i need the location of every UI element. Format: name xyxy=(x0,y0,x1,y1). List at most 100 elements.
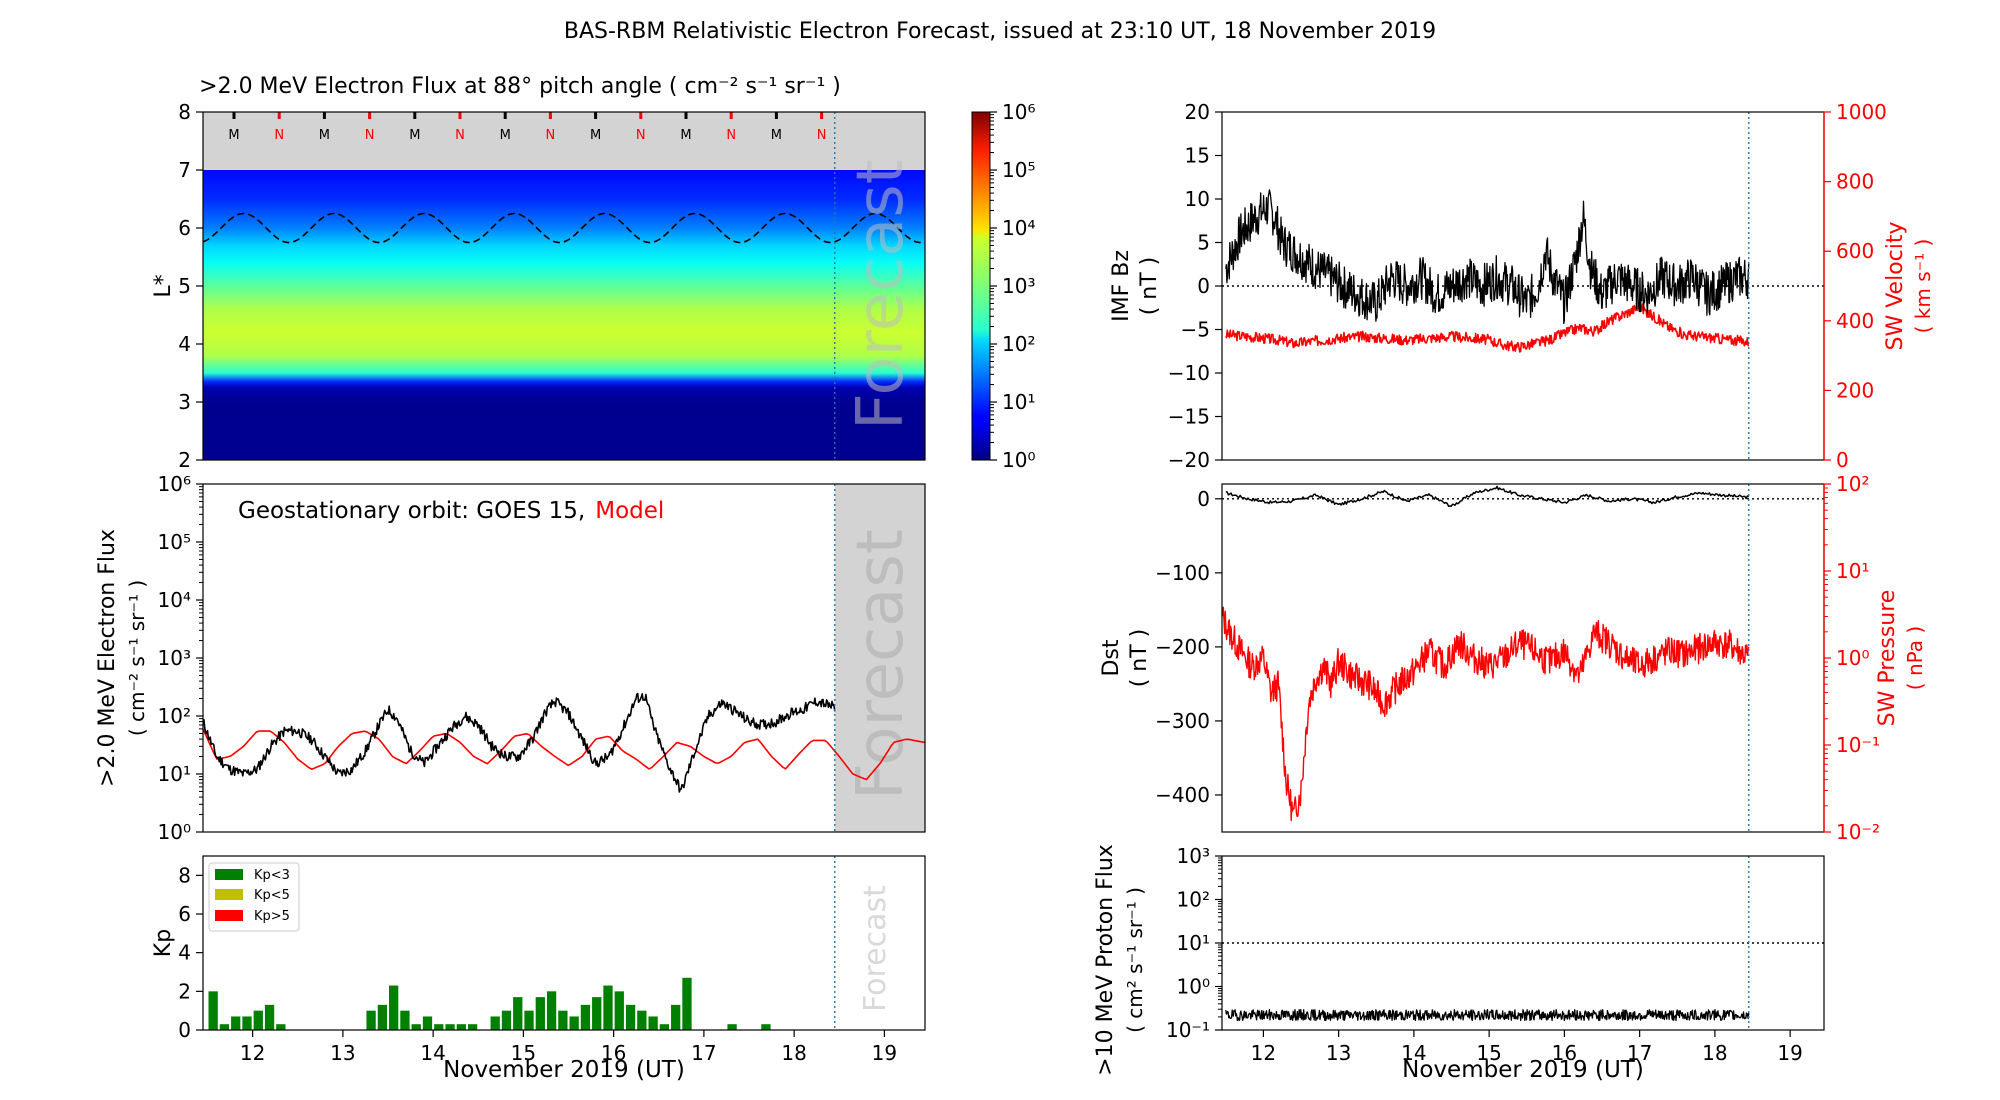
geo-annotation-obs: Geostationary orbit: GOES 15, xyxy=(238,498,585,524)
proton-series xyxy=(1225,1009,1750,1022)
y-tick-label: 10⁴ xyxy=(1002,216,1035,240)
heatmap-forecast-label: Forecast xyxy=(844,159,918,430)
x-tick-label: 17 xyxy=(1627,1041,1652,1065)
colorbar-axis: 10⁰ 10¹ 10² 10³ 10⁴ 10⁵ 10⁶ xyxy=(990,100,1035,472)
y-tick-label: 10⁰ xyxy=(1002,448,1035,472)
kp-bar xyxy=(400,1010,410,1030)
y-tick-label: 0 xyxy=(1197,274,1210,298)
y-tick-label: 7 xyxy=(178,158,191,182)
proton-yaxis: 10⁻¹ 10⁰ 10¹ 10² 10³ xyxy=(1166,844,1222,1042)
geo-ylabel-units: ( cm⁻² s⁻¹ sr⁻¹ ) xyxy=(125,580,149,736)
right-xlabel: November 2019 (UT) xyxy=(1402,1057,1644,1083)
kp-bar xyxy=(671,1004,681,1030)
left-xlabel: November 2019 (UT) xyxy=(443,1057,685,1083)
heatmap-ylabel: L* xyxy=(151,274,176,297)
swp-ylabel: SW Pressure xyxy=(1875,590,1900,727)
x-tick-label: 16 xyxy=(1552,1041,1577,1065)
kp-bar xyxy=(208,991,218,1030)
forecast-shade xyxy=(834,484,925,832)
kp-bar xyxy=(434,1024,444,1030)
x-tick-label: 17 xyxy=(691,1041,716,1065)
y-tick-label: 5 xyxy=(178,274,191,298)
y-tick-label: 10³ xyxy=(1002,274,1035,298)
dst-series xyxy=(1221,485,1750,822)
swp-ylabel-units: ( nPa ) xyxy=(1903,626,1927,690)
y-tick-label: 200 xyxy=(1836,378,1874,402)
kp-bars xyxy=(208,977,771,1030)
y-tick-label: 2 xyxy=(178,979,191,1003)
kp-bar xyxy=(761,1024,771,1030)
swv-ylabel-units: ( km s⁻¹ ) xyxy=(1911,239,1935,334)
y-tick-label: −10 xyxy=(1168,361,1210,385)
y-tick-label: 0 xyxy=(1197,487,1210,511)
x-tick-label: 14 xyxy=(1401,1041,1426,1065)
y-tick-label: 20 xyxy=(1185,100,1210,124)
y-tick-label: 600 xyxy=(1836,239,1874,263)
y-tick-label: 10⁻² xyxy=(1836,820,1880,844)
geo-forecast-label: Forecast xyxy=(844,529,918,800)
y-tick-label: 0 xyxy=(1836,448,1849,472)
y-tick-label: −100 xyxy=(1155,561,1210,585)
kp-bar xyxy=(377,1004,388,1030)
heatmap-yaxis: 2 3 4 5 6 7 8 xyxy=(178,100,203,472)
sw-pressure-yaxis: 10⁻² 10⁻¹ 10⁰ 10¹ 10² xyxy=(1824,472,1880,844)
kp-bar xyxy=(422,1016,433,1030)
x-tick-label: 12 xyxy=(1251,1041,1276,1065)
kp-frame xyxy=(202,855,926,1031)
imf-yaxis: −20 −15 −10 −5 0 5 10 15 20 xyxy=(1168,100,1222,472)
y-tick-label: 10⁰ xyxy=(1177,975,1210,999)
marker-label: N xyxy=(817,128,827,143)
x-tick-label: 14 xyxy=(420,1041,445,1065)
sw-pressure-line xyxy=(1221,606,1750,822)
y-tick-label: 6 xyxy=(178,216,191,240)
x-tick-label: 13 xyxy=(330,1041,355,1065)
y-tick-label: 10¹ xyxy=(1836,559,1869,583)
kp-xaxis: 12 13 14 15 16 17 18 19 xyxy=(240,1030,897,1065)
kp-legend-swatch-high xyxy=(215,910,243,921)
y-tick-label: 10³ xyxy=(1177,844,1210,868)
y-tick-label: 10⁵ xyxy=(1002,158,1035,182)
marker-label: N xyxy=(455,128,465,143)
x-tick-label: 15 xyxy=(1476,1041,1501,1065)
y-tick-label: 1000 xyxy=(1836,100,1887,124)
panel-proton: 10⁻¹ 10⁰ 10¹ 10² 10³ 12 13 14 15 16 17 18 19 >10 Me… xyxy=(1093,844,1825,1083)
kp-bar xyxy=(264,1004,275,1030)
y-tick-label: 5 xyxy=(1197,231,1210,255)
kp-bar xyxy=(592,997,602,1030)
y-tick-label: 800 xyxy=(1836,170,1874,194)
y-tick-label: 10⁶ xyxy=(1002,100,1035,124)
y-tick-label: −400 xyxy=(1155,783,1210,807)
geo-yaxis: 10⁰ 10¹ 10² 10³ 10⁴ 10⁵ 10⁶ xyxy=(158,472,203,844)
kp-bar xyxy=(445,1024,455,1030)
geo-series xyxy=(202,692,926,793)
dst-frame xyxy=(1221,483,1825,833)
kp-bar xyxy=(637,1010,647,1030)
y-tick-label: 8 xyxy=(178,100,191,124)
kp-bar xyxy=(231,1016,241,1030)
kp-bar xyxy=(411,1024,421,1030)
marker-label: N xyxy=(274,128,284,143)
marker-label: M xyxy=(590,128,601,143)
proton-line xyxy=(1225,1009,1750,1022)
kp-legend-swatch-mid xyxy=(215,889,243,900)
geo-frame xyxy=(202,483,926,833)
kp-bar xyxy=(603,985,613,1030)
x-tick-label: 19 xyxy=(1777,1041,1802,1065)
y-tick-label: 10⁻¹ xyxy=(1166,1018,1210,1042)
kp-bar xyxy=(659,1024,670,1030)
y-tick-label: 10¹ xyxy=(1002,390,1035,414)
imf-bz-line xyxy=(1225,189,1750,325)
kp-bar xyxy=(546,991,557,1030)
kp-bar xyxy=(614,991,624,1030)
kp-bar xyxy=(467,1024,478,1030)
panel-geo-flux: Forecast 10⁰ 10¹ 10² 10³ 10⁴ 10⁵ 10⁶ Geostatio… xyxy=(95,472,926,844)
marker-label: M xyxy=(771,128,782,143)
y-tick-label: −5 xyxy=(1181,318,1210,342)
y-tick-label: 15 xyxy=(1185,144,1210,168)
x-tick-label: 16 xyxy=(601,1041,626,1065)
kp-bar xyxy=(580,1004,591,1030)
y-tick-label: 10² xyxy=(1002,332,1035,356)
y-tick-label: −20 xyxy=(1168,448,1210,472)
heatmap-grey-region xyxy=(203,112,925,170)
geo-ylabel: >2.0 MeV Electron Flux xyxy=(95,529,120,787)
